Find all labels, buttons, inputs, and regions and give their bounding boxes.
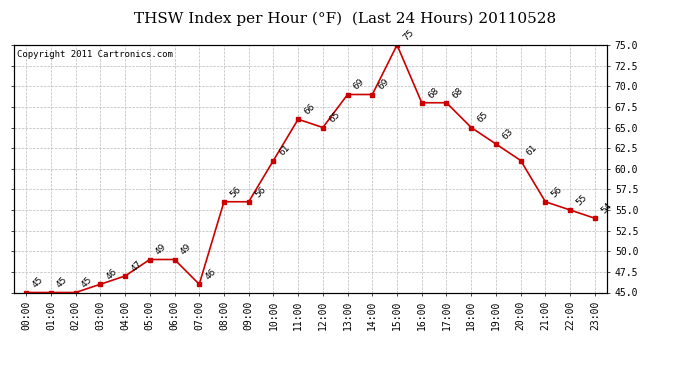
Text: Copyright 2011 Cartronics.com: Copyright 2011 Cartronics.com xyxy=(17,50,172,59)
Text: 56: 56 xyxy=(228,184,243,199)
Text: 61: 61 xyxy=(277,143,292,158)
Text: 68: 68 xyxy=(451,86,465,100)
Text: 46: 46 xyxy=(204,267,218,282)
Text: 61: 61 xyxy=(525,143,540,158)
Text: 69: 69 xyxy=(377,77,391,92)
Text: 75: 75 xyxy=(401,28,415,42)
Text: 56: 56 xyxy=(253,184,267,199)
Text: 63: 63 xyxy=(500,127,515,141)
Text: 45: 45 xyxy=(80,275,95,290)
Text: 46: 46 xyxy=(104,267,119,282)
Text: 45: 45 xyxy=(30,275,45,290)
Text: THSW Index per Hour (°F)  (Last 24 Hours) 20110528: THSW Index per Hour (°F) (Last 24 Hours)… xyxy=(134,11,556,26)
Text: 56: 56 xyxy=(549,184,564,199)
Text: 49: 49 xyxy=(179,242,193,257)
Text: 49: 49 xyxy=(154,242,168,257)
Text: 55: 55 xyxy=(574,193,589,207)
Text: 54: 54 xyxy=(599,201,613,216)
Text: 66: 66 xyxy=(302,102,317,117)
Text: 45: 45 xyxy=(55,275,70,290)
Text: 69: 69 xyxy=(352,77,366,92)
Text: 47: 47 xyxy=(129,259,144,273)
Text: 68: 68 xyxy=(426,86,440,100)
Text: 65: 65 xyxy=(327,110,342,125)
Text: 65: 65 xyxy=(475,110,490,125)
